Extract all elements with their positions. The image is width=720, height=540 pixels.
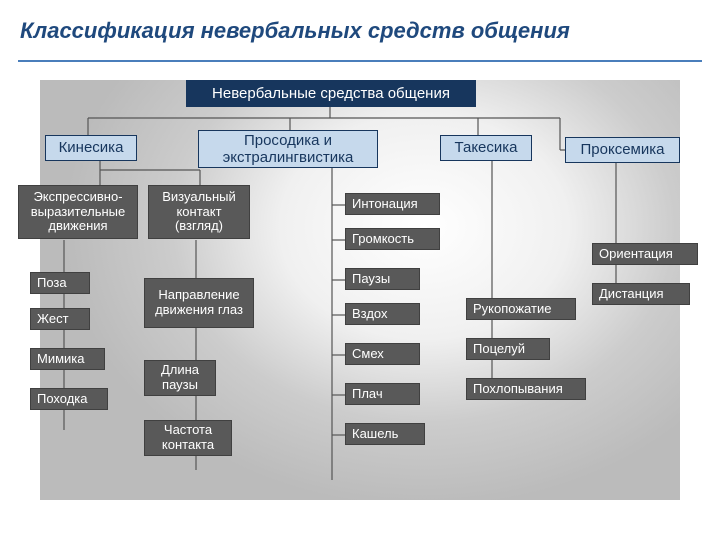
leaf-plach: Плач	[345, 383, 420, 405]
leaf-orientaciya: Ориентация	[592, 243, 698, 265]
leaf-poza: Поза	[30, 272, 90, 294]
sub-vizual: Визуальный контакт (взгляд)	[148, 185, 250, 239]
page-title: Классификация невербальных средств общен…	[20, 18, 570, 44]
leaf-rukopozhatie: Рукопожатие	[466, 298, 576, 320]
leaf-mimika: Мимика	[30, 348, 105, 370]
title-underline	[18, 60, 702, 62]
cat-takesika: Такесика	[440, 135, 532, 161]
leaf-zhest: Жест	[30, 308, 90, 330]
leaf-smeh: Смех	[345, 343, 420, 365]
leaf-pohlopyvaniya: Похлопывания	[466, 378, 586, 400]
cat-proksemika: Проксемика	[565, 137, 680, 163]
leaf-poceluy: Поцелуй	[466, 338, 550, 360]
cat-prosodika: Просодика и экстралингвистика	[198, 130, 378, 168]
leaf-gromkost: Громкость	[345, 228, 440, 250]
sub-ekspressivno: Экспрессивно-выразительные движения	[18, 185, 138, 239]
leaf-pauzy: Паузы	[345, 268, 420, 290]
leaf-vzdoh: Вздох	[345, 303, 420, 325]
root-node: Невербальные средства общения	[186, 80, 476, 107]
leaf-intonaciya: Интонация	[345, 193, 440, 215]
leaf-chastota: Частота контакта	[144, 420, 232, 456]
leaf-dlina: Длина паузы	[144, 360, 216, 396]
leaf-distanciya: Дистанция	[592, 283, 690, 305]
leaf-kashel: Кашель	[345, 423, 425, 445]
leaf-napravlenie: Направление движения глаз	[144, 278, 254, 328]
leaf-pohodka: Походка	[30, 388, 108, 410]
cat-kinesika: Кинесика	[45, 135, 137, 161]
